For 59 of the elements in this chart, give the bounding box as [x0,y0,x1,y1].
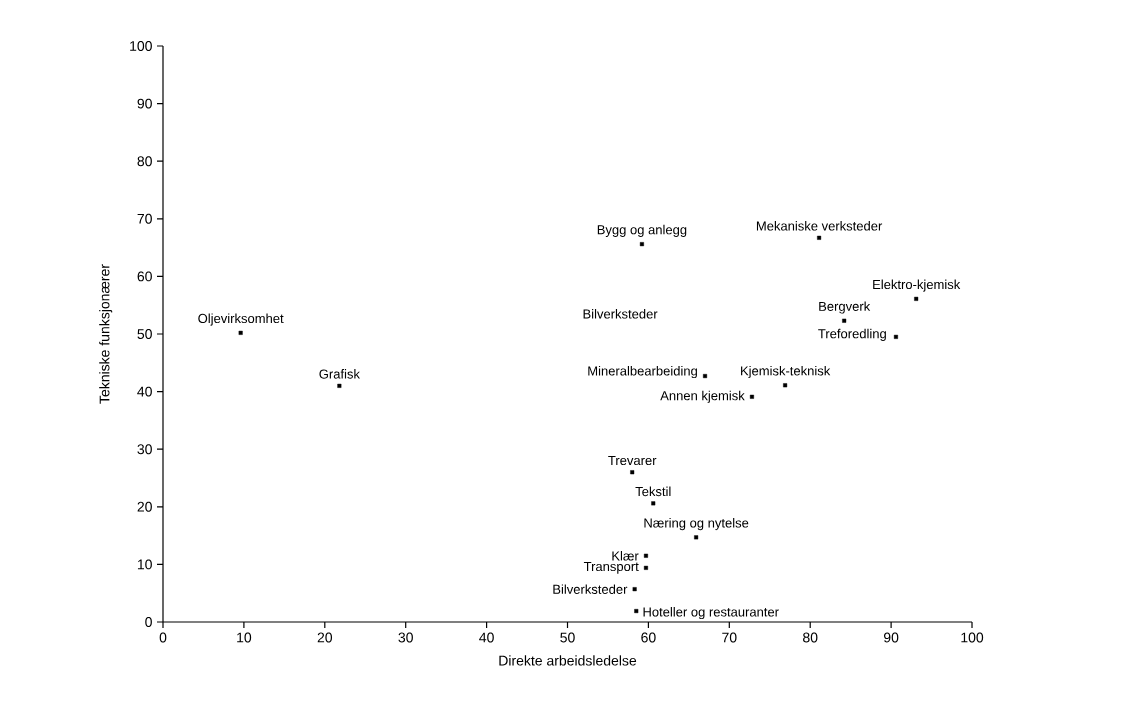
point [651,501,656,506]
point [703,374,708,379]
y-tick-label: 60 [137,271,152,282]
annotation: Tekstil [635,486,671,497]
x-tick-label: 50 [560,632,575,643]
point [643,553,648,558]
point [842,318,847,323]
point [238,330,243,335]
y-tick-label: 20 [137,501,152,512]
annotation: Bilverksteder [583,309,658,319]
annotation: Grafisk [319,369,360,379]
annotation: Trevarer [608,455,657,466]
annotation: Bygg og anlegg [597,224,687,237]
annotation: Næring og nytelse [644,518,749,531]
annotation: Bilverksteder [553,584,628,594]
y-axis-title: Tekniske funksjonærer [99,264,113,404]
point [643,565,648,570]
annotation: Elektro-kjemisk [873,279,961,292]
y-tick-label: 100 [130,41,152,51]
y-tick-label: 50 [137,329,152,339]
annotation: Mekaniske verksteder [756,221,883,231]
point [337,383,342,388]
y-tick-label: 80 [137,156,152,167]
point [749,394,754,399]
point [634,609,639,614]
x-tick-label: 20 [317,632,333,643]
x-tick-label: 0 [159,632,167,643]
annotation: Kjemisk-teknisk [741,365,831,379]
point [694,535,699,540]
y-tick-label: 0 [145,617,152,627]
annotation: Bergverk [819,301,871,314]
point [817,235,822,240]
x-tick-label: 30 [398,632,413,643]
x-tick-label: 60 [641,632,656,643]
annotation: Annen kjemisk [660,390,745,403]
y-tick-label: 30 [137,444,152,455]
annotation: Klær [612,550,639,561]
annotation: Transport [583,562,639,574]
x-tick-label: 90 [883,632,899,643]
x-axis-title: Direkte arbeidsledelse [499,655,637,666]
point [639,242,644,247]
x-tick-label: 100 [961,632,984,643]
point [632,587,637,592]
y-tick-label: 10 [137,559,152,570]
annotation: Mineralbearbeiding [588,365,697,379]
point [914,296,919,301]
annotation: Treforedling [818,328,886,341]
y-tick-label: 70 [137,213,152,224]
point [783,383,788,388]
y-tick-label: 40 [137,386,152,397]
point [893,334,898,339]
x-tick-label: 70 [722,632,737,643]
y-tick-label: 90 [137,98,152,109]
point [630,470,635,475]
x-tick-label: 80 [803,632,818,643]
x-tick-label: 10 [237,632,252,643]
x-tick-label: 40 [479,632,494,643]
annotation: Hoteller og restauranter [643,606,779,620]
annotation: Oljevirksomhet [198,313,284,326]
